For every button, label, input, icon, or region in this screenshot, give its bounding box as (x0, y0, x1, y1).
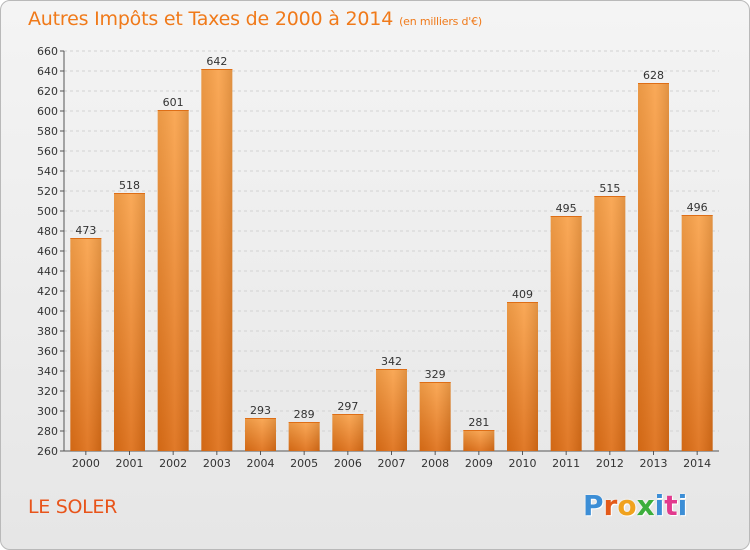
logo-letter: x (636, 489, 655, 522)
value-label: 293 (250, 404, 271, 417)
y-tick-label: 420 (37, 285, 58, 298)
bar-shade (70, 238, 102, 451)
logo-letter: i (677, 489, 688, 522)
x-tick-label: 2009 (465, 457, 493, 470)
y-tick-label: 500 (37, 205, 58, 218)
value-label: 289 (294, 408, 315, 421)
y-tick-label: 440 (37, 265, 58, 278)
logo-letter: P (583, 489, 604, 522)
bar-shade (638, 83, 669, 451)
bar-shade (201, 69, 233, 451)
logo-letter: o (617, 489, 637, 522)
bar-2008 (419, 382, 451, 451)
value-label: 496 (687, 201, 708, 214)
chart-unit-note: (en milliers d'€) (399, 15, 482, 28)
bar-2007 (376, 369, 407, 451)
bar-2012 (594, 196, 626, 451)
logo-letter: r (603, 489, 618, 522)
bar-shade (245, 418, 276, 451)
proxiti-logo: Proxiti (583, 489, 687, 522)
y-tick-label: 600 (37, 105, 58, 118)
y-tick-label: 540 (37, 165, 58, 178)
value-label: 281 (468, 416, 489, 429)
y-tick-label: 340 (37, 365, 58, 378)
bar-2014 (681, 215, 713, 451)
x-tick-label: 2002 (159, 457, 187, 470)
bar-shade (376, 369, 407, 451)
bar-2013 (638, 83, 669, 451)
y-tick-label: 580 (37, 125, 58, 138)
value-label: 473 (75, 224, 96, 237)
value-label: 409 (512, 288, 533, 301)
commune-name: LE SOLER (28, 496, 118, 518)
x-tick-label: 2004 (247, 457, 275, 470)
y-tick-label: 280 (37, 425, 58, 438)
x-tick-label: 2013 (640, 457, 668, 470)
value-labels: 473 518 601 642 293 289 297 342 329 281 409 495 515 6… (75, 55, 707, 429)
y-tick-labels: 260 280 300 320 340 360 380 400 420 440 460 480 500 5… (37, 45, 58, 458)
y-tick-label: 360 (37, 345, 58, 358)
value-label: 495 (556, 202, 577, 215)
x-tick-label: 2006 (334, 457, 362, 470)
bar-shade (114, 193, 145, 451)
y-tick-label: 480 (37, 225, 58, 238)
bar-2002 (157, 110, 189, 451)
y-tick-label: 400 (37, 305, 58, 318)
bar-shade (419, 382, 451, 451)
value-label: 515 (599, 182, 620, 195)
bar-shade (157, 110, 189, 451)
x-tick-label: 2014 (683, 457, 711, 470)
bar-shade (594, 196, 626, 451)
y-tick-label: 260 (37, 445, 58, 458)
bars (70, 69, 713, 451)
y-tick-label: 560 (37, 145, 58, 158)
x-tick-label: 2005 (290, 457, 318, 470)
bar-shade (681, 215, 713, 451)
bar-2001 (114, 193, 145, 451)
x-tick-label: 2010 (509, 457, 537, 470)
logo-letter: i (654, 489, 665, 522)
value-label: 642 (206, 55, 227, 68)
bar-shade (463, 430, 495, 451)
x-tick-label: 2008 (421, 457, 449, 470)
x-tick-label: 2001 (116, 457, 144, 470)
bar-2009 (463, 430, 495, 451)
y-tick-label: 380 (37, 325, 58, 338)
x-tick-label: 2000 (72, 457, 100, 470)
bar-2004 (245, 418, 276, 451)
bar-2011 (550, 216, 582, 451)
x-tick-labels: 2000 2001 2002 2003 2004 2005 2006 2007 2008 2009… (72, 451, 711, 470)
bar-2006 (332, 414, 364, 451)
y-tick-label: 660 (37, 45, 58, 58)
y-tick-label: 640 (37, 65, 58, 78)
y-tick-label: 320 (37, 385, 58, 398)
x-tick-label: 2003 (203, 457, 231, 470)
bar-2005 (288, 422, 320, 451)
logo-letter: t (664, 489, 678, 522)
value-label: 518 (119, 179, 140, 192)
bar-2010 (507, 302, 538, 451)
value-label: 297 (337, 400, 358, 413)
chart-title: Autres Impôts et Taxes de 2000 à 2014 (en… (28, 8, 482, 30)
bar-2000 (70, 238, 102, 451)
x-tick-label: 2007 (378, 457, 406, 470)
value-label: 342 (381, 355, 402, 368)
value-label: 329 (425, 368, 446, 381)
bar-shade (332, 414, 364, 451)
y-tick-label: 460 (37, 245, 58, 258)
x-tick-label: 2012 (596, 457, 624, 470)
value-label: 628 (643, 69, 664, 82)
chart-title-text: Autres Impôts et Taxes de 2000 à 2014 (28, 8, 394, 30)
bar-shade (550, 216, 582, 451)
x-tick-label: 2011 (552, 457, 580, 470)
bar-shade (507, 302, 538, 451)
value-label: 601 (163, 96, 184, 109)
bar-shade (288, 422, 320, 451)
y-tick-label: 520 (37, 185, 58, 198)
y-tick-label: 300 (37, 405, 58, 418)
y-tick-label: 620 (37, 85, 58, 98)
bar-2003 (201, 69, 233, 451)
